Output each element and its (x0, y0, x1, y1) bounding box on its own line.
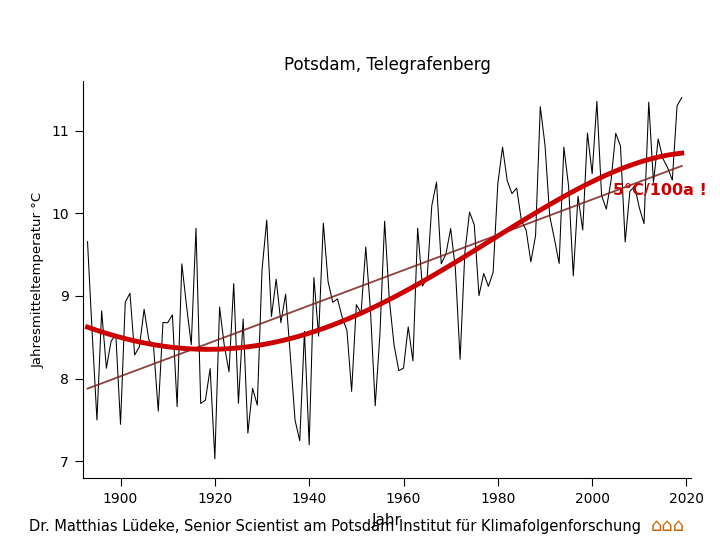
Text: 5°C/100a !: 5°C/100a ! (613, 183, 707, 198)
X-axis label: Jahr: Jahr (372, 513, 402, 528)
Y-axis label: Jahresmitteltemperatur °C: Jahresmitteltemperatur °C (31, 191, 44, 368)
Text: ⌂⌂⌂: ⌂⌂⌂ (651, 517, 685, 535)
Text: Dr. Matthias Lüdeke, Senior Scientist am Potsdam Institut für Klimafolgenforschu: Dr. Matthias Lüdeke, Senior Scientist am… (29, 518, 641, 534)
Title: Potsdam, Telegrafenberg: Potsdam, Telegrafenberg (284, 56, 490, 74)
